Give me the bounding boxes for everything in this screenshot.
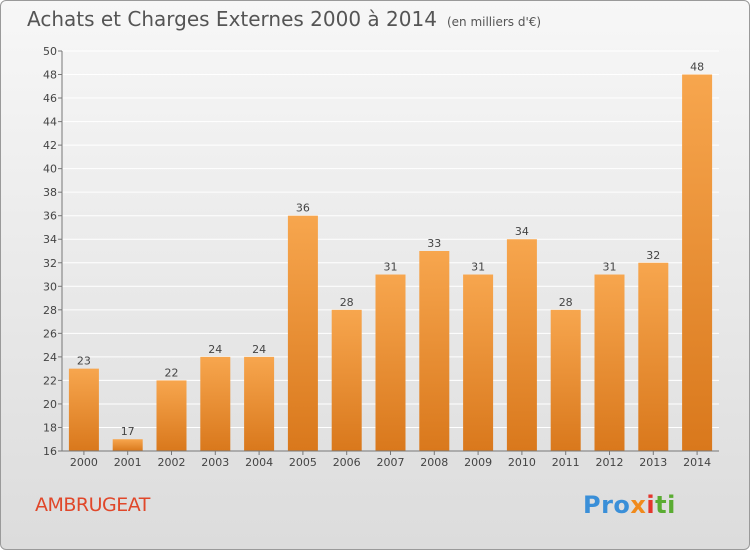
y-tick-label: 18 (43, 421, 57, 434)
x-tick-label: 2000 (70, 456, 98, 469)
axes: 16 18 20 22 24 26 28 30 32 34 36 38 40 42 44 46 48 50 2000… (43, 45, 719, 469)
y-tick-label: 16 (43, 445, 57, 458)
logo-part: x (630, 491, 647, 519)
commune-name: AMBRUGEAT (35, 494, 150, 516)
chart-subtitle: (en milliers d'€) (446, 15, 542, 29)
bar-value-label: 28 (340, 296, 354, 309)
x-tick-label: 2007 (377, 456, 405, 469)
bar-value-label: 24 (252, 343, 266, 356)
bar-value-label: 31 (471, 261, 485, 274)
y-tick-label: 44 (43, 116, 57, 129)
x-tick-label: 2004 (245, 456, 273, 469)
chart-title: Achats et Charges Externes 2000 à 2014 (e… (27, 7, 541, 31)
bar-value-label: 34 (515, 225, 529, 238)
bar-value-label: 32 (646, 249, 660, 262)
logo-part: i (646, 491, 656, 519)
y-tick-label: 40 (43, 163, 57, 176)
y-tick-label: 20 (43, 398, 57, 411)
x-tick-label: 2012 (596, 456, 624, 469)
bar (375, 274, 406, 451)
logo-part: Pro (583, 491, 631, 519)
bar (200, 356, 231, 451)
bar (638, 262, 669, 451)
title-text: Achats et Charges Externes 2000 à 2014 (27, 7, 437, 31)
bar (287, 215, 318, 451)
y-tick-label: 26 (43, 327, 57, 340)
y-tick-label: 46 (43, 92, 57, 105)
bar (68, 368, 99, 451)
y-tick-label: 38 (43, 186, 57, 199)
bar-value-label: 31 (603, 261, 617, 274)
bar-value-label: 23 (77, 355, 91, 368)
bar-value-label: 36 (296, 202, 310, 215)
bar-value-label: 17 (121, 425, 135, 438)
bar-value-label: 28 (559, 296, 573, 309)
bar (463, 274, 494, 451)
x-tick-label: 2008 (420, 456, 448, 469)
proxiti-logo: Proxiti (583, 491, 676, 519)
y-tick-label: 24 (43, 351, 57, 364)
y-tick-label: 48 (43, 69, 57, 82)
y-tick-label: 34 (43, 233, 57, 246)
bar-value-label: 48 (690, 61, 704, 74)
y-tick-label: 28 (43, 304, 57, 317)
x-tick-label: 2006 (333, 456, 361, 469)
x-tick-label: 2014 (683, 456, 711, 469)
y-tick-label: 30 (43, 280, 57, 293)
x-tick-label: 2009 (464, 456, 492, 469)
bar (550, 309, 581, 451)
y-tick-label: 42 (43, 139, 57, 152)
y-tick-label: 50 (43, 45, 57, 58)
x-tick-label: 2010 (508, 456, 536, 469)
x-tick-label: 2013 (639, 456, 667, 469)
bar (594, 274, 625, 451)
bar-value-label: 22 (165, 366, 179, 379)
x-tick-label: 2002 (158, 456, 186, 469)
bar (682, 74, 713, 451)
y-tick-label: 32 (43, 257, 57, 270)
bar-value-label: 33 (427, 237, 441, 250)
y-tick-label: 22 (43, 374, 57, 387)
bar (331, 309, 362, 451)
x-tick-label: 2011 (552, 456, 580, 469)
y-tick-label: 36 (43, 210, 57, 223)
bar (244, 356, 275, 451)
bar-value-label: 31 (384, 261, 398, 274)
x-tick-label: 2001 (114, 456, 142, 469)
x-tick-label: 2003 (201, 456, 229, 469)
x-tick-label: 2005 (289, 456, 317, 469)
bar (419, 251, 450, 451)
bars: 23 17 22 24 24 36 28 31 33 31 34 28 31 32 48 (68, 61, 713, 451)
bar-value-label: 24 (208, 343, 222, 356)
bar (156, 380, 187, 451)
bar (506, 239, 537, 451)
bar (112, 439, 143, 451)
logo-part: ti (655, 491, 676, 519)
